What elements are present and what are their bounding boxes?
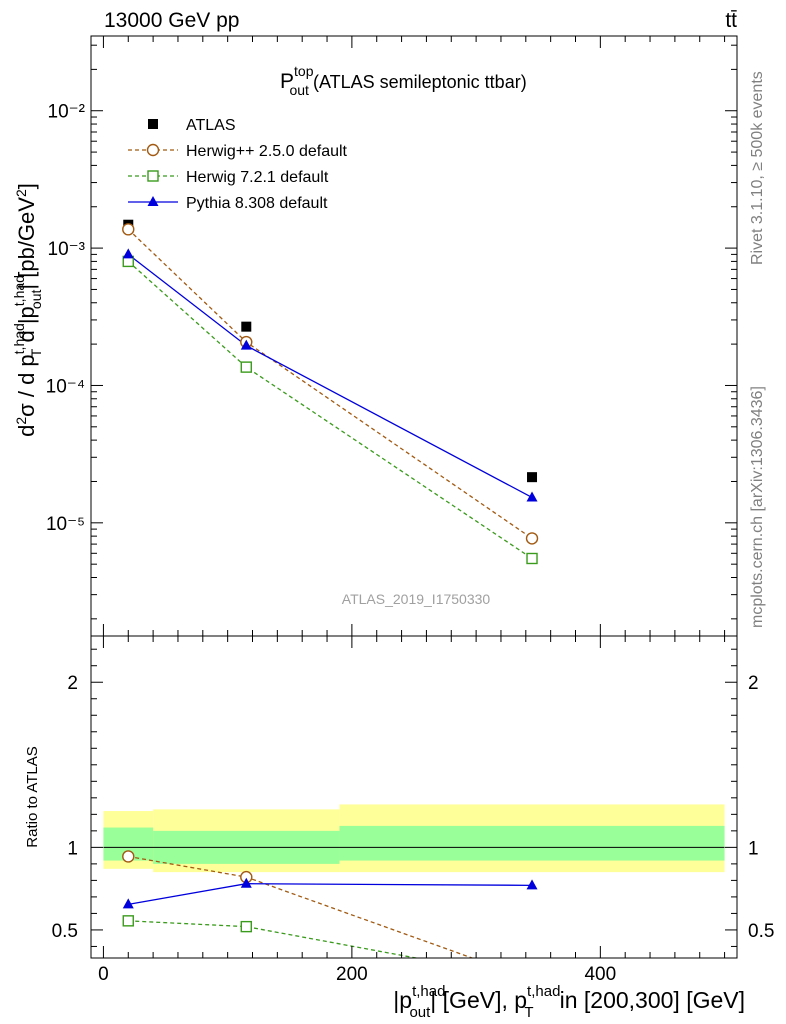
main-panel: 10⁻² 10⁻³ 10⁻⁴ 10⁻⁵ d2σ / d pt,hadT d |pt,h…	[11, 35, 738, 637]
ratio-point-herwig-2-5-0-default	[122, 850, 135, 863]
ratio-series-group	[122, 850, 538, 958]
main-point-herwig-2-5-0-default	[525, 532, 539, 545]
legend-label-herwig-2-5-0-default: Herwig++ 2.5.0 default	[186, 143, 348, 160]
main-point-herwig-7-2-1-default	[240, 361, 252, 373]
legend-marker-pythia-8-308-default	[147, 196, 159, 206]
ratio-x-axis-ticks: 0 200 400	[98, 636, 726, 985]
main-point-pythia-8-308-default	[122, 248, 134, 259]
ratio-plot-content	[103, 804, 725, 958]
ratio-frame	[90, 635, 738, 959]
title-description: (ATLAS semileptonic ttbar)	[313, 72, 527, 92]
ratio-y-tick-label-left: 2	[67, 673, 78, 694]
main-y-tick-label: 10⁻²	[48, 102, 86, 123]
main-y-tick-label: 10⁻³	[48, 239, 86, 260]
mcplots-label: mcplots.cern.ch [arXiv:1306.3436]	[749, 386, 766, 628]
legend-marker-herwig-7-2-1-default	[147, 170, 159, 182]
main-title: Ptop out (ATLAS semileptonic ttbar)	[280, 63, 527, 98]
ratio-y-axis-label: Ratio to ATLAS	[24, 746, 41, 847]
main-point-herwig-7-2-1-default	[526, 552, 538, 565]
title-symbol: P	[280, 70, 294, 93]
analysis-id-label: ATLAS_2019_I1750330	[342, 591, 491, 607]
title-subscript: out	[289, 82, 309, 98]
ratio-y-tick-label-right: 2	[748, 673, 759, 694]
ratio-y-tick-label-right: 0.5	[748, 921, 774, 942]
main-point-atlas	[241, 321, 252, 332]
legend-label-pythia-8-308-default: Pythia 8.308 default	[186, 195, 328, 212]
legend-label-atlas: ATLAS	[186, 117, 236, 134]
main-line-herwig-7-2-1-default	[127, 260, 533, 560]
ratio-point-pythia-8-308-default	[122, 898, 134, 909]
main-plot-content	[122, 219, 539, 565]
main-point-pythia-8-308-default	[240, 339, 252, 350]
ratio-y-tick-label-right: 1	[748, 838, 759, 859]
ratio-point-herwig-7-2-1-default	[240, 920, 252, 933]
ratio-y-tick-label-left: 1	[67, 838, 78, 859]
x-tick-label: 400	[584, 964, 616, 985]
main-point-herwig-2-5-0-default	[122, 223, 135, 236]
main-point-pythia-8-308-default	[526, 491, 538, 502]
legend-marker-herwig-2-5-0-default	[146, 143, 160, 157]
energy-label: 13000 GeV pp	[104, 9, 239, 32]
legend-marker-atlas	[148, 119, 158, 129]
main-line-herwig-2-5-0-default	[127, 228, 533, 539]
main-x-axis-ticks	[102, 36, 726, 636]
ratio-point-herwig-7-2-1-default	[122, 915, 134, 927]
ratio-y-axis-ticks: 0.5 0.5 1 1 2 2	[52, 648, 774, 947]
main-y-axis-ticks: 10⁻² 10⁻³ 10⁻⁴ 10⁻⁵	[46, 44, 737, 620]
ratio-line-herwig-7-2-1-default	[128, 920, 420, 958]
main-y-tick-label: 10⁻⁴	[46, 376, 85, 397]
x-tick-label: 200	[336, 964, 368, 985]
main-point-atlas	[527, 472, 538, 483]
main-y-axis-label: d2σ / d pt,hadT d |pt,hadout| [pb/GeV2]	[11, 183, 44, 437]
ratio-line-herwig-2-5-0-default	[128, 855, 475, 958]
title-superscript: top	[294, 63, 314, 79]
legend: ATLAS Herwig++ 2.5.0 default Herwig 7.2.1 …	[128, 117, 348, 212]
ratio-y-tick-label-left: 0.5	[52, 921, 78, 942]
rivet-version-label: Rivet 3.1.10, ≥ 500k events	[749, 71, 766, 265]
ratio-panel: 0.5 0.5 1 1 2 2 0 200 400 Ratio to ATLAS |pt,ha…	[24, 635, 774, 1021]
ratio-band-inner	[339, 825, 725, 861]
x-tick-label: 0	[98, 964, 109, 985]
legend-label-herwig-7-2-1-default: Herwig 7.2.1 default	[186, 169, 329, 186]
process-label: tt̄	[725, 9, 737, 32]
main-y-tick-label: 10⁻⁵	[46, 514, 85, 535]
ratio-point-pythia-8-308-default	[526, 879, 538, 890]
main-line-pythia-8-308-default	[127, 253, 533, 499]
ratio-point-pythia-8-308-default	[240, 877, 252, 888]
ratio-line-pythia-8-308-default	[128, 883, 533, 905]
